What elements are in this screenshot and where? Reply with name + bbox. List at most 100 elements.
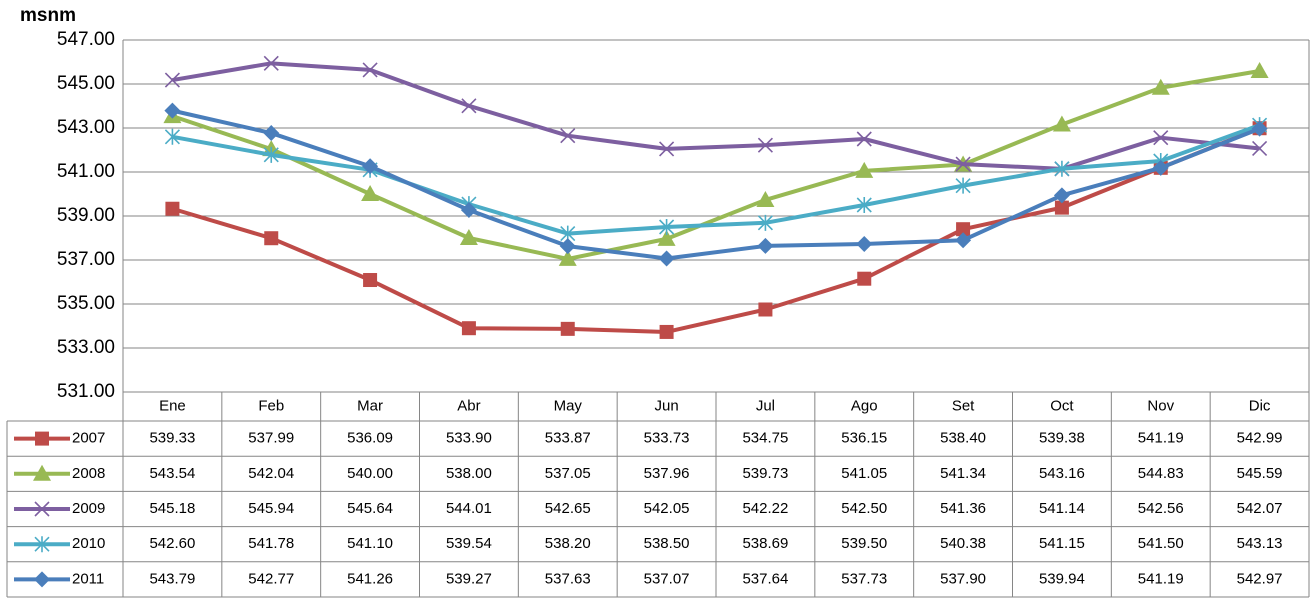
x-tick-label: Mar [357,397,383,414]
marker [856,197,872,213]
table-cell: 545.59 [1237,465,1283,482]
table-cell: 539.50 [841,535,887,552]
table-cell: 533.90 [446,430,492,447]
table-cell: 543.16 [1039,465,1085,482]
marker [164,102,181,119]
table-cell: 538.69 [742,535,788,552]
marker [461,321,476,336]
marker [363,273,378,288]
legend-label: 2008 [72,465,105,482]
table-cell: 541.19 [1138,570,1184,587]
marker [955,177,971,194]
table-cell: 538.50 [644,535,690,552]
marker [1053,187,1070,204]
marker [164,128,180,145]
table-cell: 542.50 [841,500,887,517]
marker [362,62,378,78]
marker [263,125,280,142]
table-cell: 541.34 [940,465,986,482]
marker [460,202,477,219]
y-axis-label: msnm [20,5,76,26]
marker [264,231,279,246]
table-cell: 539.54 [446,535,492,552]
marker [33,464,51,481]
table-cell: 539.38 [1039,430,1085,447]
marker [757,137,773,153]
marker [659,324,674,339]
marker [955,232,972,249]
table-cell: 542.56 [1138,500,1184,517]
marker [757,214,773,231]
marker [659,141,675,157]
table-cell: 542.04 [248,465,294,482]
table-cell: 542.97 [1237,570,1283,587]
table-cell: 537.07 [644,570,690,587]
x-tick-label: Ene [159,397,186,414]
marker [559,238,576,255]
table-cell: 537.99 [248,430,294,447]
table-cell: 541.05 [841,465,887,482]
table-cell: 538.20 [545,535,591,552]
table-cell: 541.78 [248,535,294,552]
series-line [171,69,1260,261]
table-cell: 545.94 [248,500,294,517]
marker [1054,200,1069,215]
marker [263,146,279,163]
legend-label: 2007 [72,430,105,447]
table-cell: 540.38 [940,535,986,552]
table-cell: 541.15 [1039,535,1085,552]
legend-label: 2011 [72,570,104,587]
table-cell: 533.73 [644,430,690,447]
y-tick-label: 531.00 [57,381,115,402]
x-tick-label: Set [952,397,975,414]
table-cell: 542.65 [545,500,591,517]
marker [856,235,873,252]
table-cell: 542.05 [644,500,690,517]
x-tick-label: Oct [1050,397,1074,414]
table-cell: 542.99 [1237,430,1283,447]
series-line [172,61,1260,171]
marker [1151,78,1170,95]
table-cell: 537.63 [545,570,591,587]
series-line [171,126,1261,334]
marker [1250,62,1269,79]
marker [757,237,774,254]
table-cell: 537.90 [940,570,986,587]
x-tick-label: Jul [756,397,775,414]
series-line [172,123,1261,236]
marker [1251,120,1268,137]
marker [461,98,477,114]
marker [164,72,180,88]
table-cell: 543.54 [149,465,195,482]
marker [34,571,50,588]
x-tick-label: May [554,397,583,414]
table-cell: 540.00 [347,465,393,482]
table-cell: 534.75 [742,430,788,447]
table-cell: 536.09 [347,430,393,447]
y-tick-label: 539.00 [57,205,115,226]
table-cell: 544.83 [1138,465,1184,482]
marker [855,161,874,178]
table-cell: 545.64 [347,500,393,517]
marker [1152,159,1169,176]
table-cell: 542.60 [149,535,195,552]
marker [658,250,675,267]
table-cell: 544.01 [446,500,492,517]
marker [857,271,872,286]
marker [856,131,872,147]
x-tick-label: Feb [258,397,284,414]
y-tick-label: 545.00 [57,73,115,94]
marker [263,55,279,71]
table-cell: 538.40 [940,430,986,447]
table-cell: 541.50 [1138,535,1184,552]
y-tick-label: 541.00 [57,161,115,182]
x-tick-label: Nov [1147,397,1174,414]
marker [362,158,379,175]
marker [1052,115,1071,132]
x-tick-label: Jun [654,397,678,414]
table-cell: 541.14 [1039,500,1085,517]
x-tick-label: Abr [457,397,480,414]
table-cell: 545.18 [149,500,195,517]
marker [558,249,577,266]
